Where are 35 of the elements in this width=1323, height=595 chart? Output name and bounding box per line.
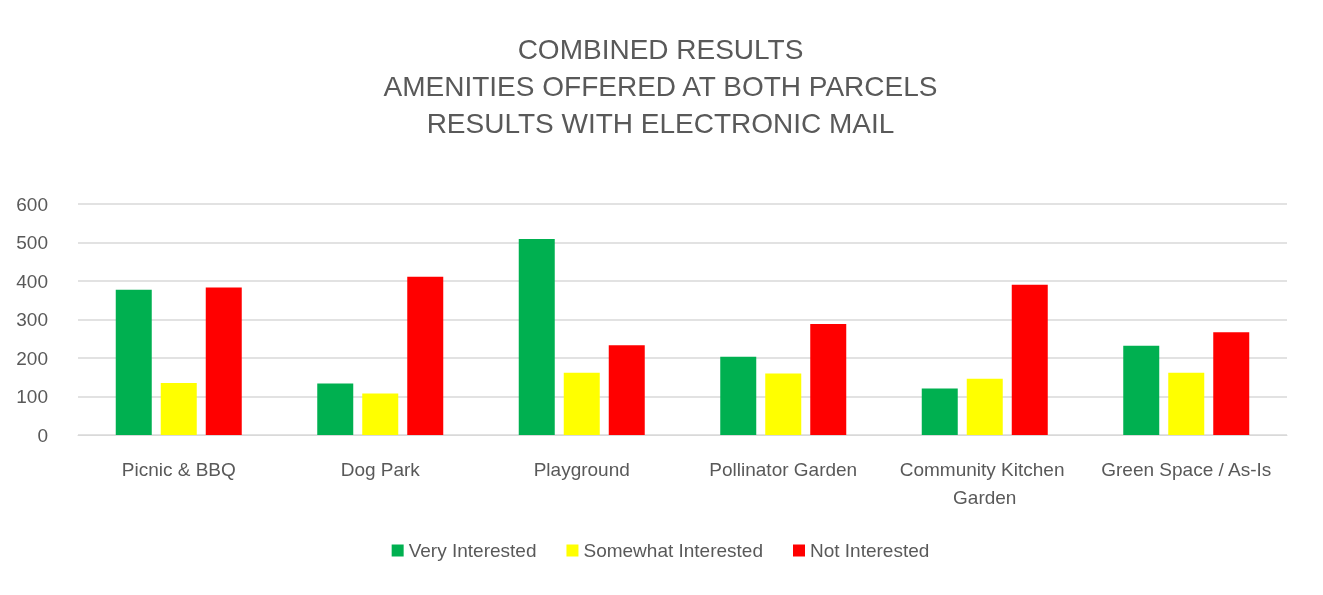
legend-label: Not Interested (810, 540, 930, 561)
bar (921, 388, 958, 435)
bar (205, 287, 242, 435)
bar (720, 356, 757, 435)
bar (563, 372, 600, 435)
bar (407, 276, 444, 435)
bar (160, 383, 197, 435)
bar (810, 324, 847, 435)
bar (1168, 372, 1205, 435)
bar (765, 373, 802, 435)
bar (966, 378, 1003, 435)
x-tick-label: Dog Park (340, 458, 421, 480)
x-tick-label: Green Space / As-Is (1101, 458, 1272, 480)
y-tick-label: 400 (16, 270, 48, 292)
y-tick-label: 500 (16, 232, 48, 253)
legend-label: Somewhat Interested (583, 540, 763, 561)
x-tick-label: Community Kitchen Garden (899, 458, 1070, 508)
y-tick-label: 100 (16, 386, 48, 407)
y-tick-label: 600 (16, 193, 48, 215)
x-tick-label: Playground (533, 458, 630, 480)
x-tick-label: Picnic & BBQ (121, 458, 236, 480)
y-tick-label: 300 (16, 309, 48, 330)
y-tick-label: 0 (37, 424, 48, 446)
bar (1011, 284, 1048, 435)
y-tick-label: 200 (16, 347, 48, 369)
bar (362, 393, 399, 435)
chart-title: COMBINED RESULTS AMENITIES OFFERED AT BOTH PARCELS RESULTS WITH ELECTRONIC MAIL (383, 34, 938, 139)
bar (115, 289, 152, 435)
x-tick-label: Pollinator Garden (709, 458, 858, 480)
bar (608, 345, 645, 435)
bar (1123, 345, 1160, 435)
bar (317, 383, 354, 435)
bar (1213, 332, 1250, 435)
bar (518, 239, 555, 435)
legend-label: Very Interested (408, 540, 537, 561)
